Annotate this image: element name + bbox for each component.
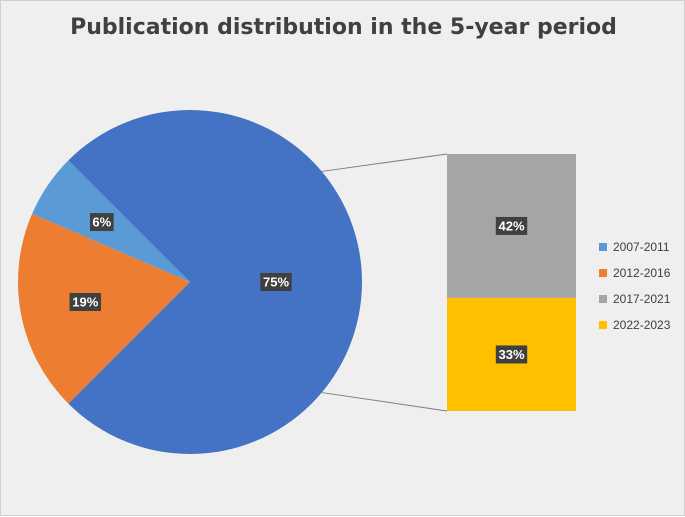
data-label-2012-2016: 19% [69, 292, 101, 311]
legend-label: 2022-2023 [613, 318, 671, 332]
data-label-2017-2021: 42% [495, 216, 528, 235]
legend-label: 2012-2016 [613, 266, 671, 280]
legend-item-2007-2011: 2007-2011 [599, 234, 670, 260]
connector-line-top [321, 153, 448, 172]
data-label-2022-2023: 33% [495, 345, 528, 364]
data-label-box [495, 216, 528, 235]
pie-slice-2012-2016 [18, 213, 190, 404]
legend-label: 2017-2021 [613, 292, 671, 306]
data-label-text: 33% [498, 347, 524, 362]
data-label-box [90, 213, 114, 232]
data-label-text: 19% [72, 294, 98, 309]
data-label-text: 75% [263, 275, 289, 290]
legend-item-2022-2023: 2022-2023 [599, 312, 670, 338]
legend-label: 2007-2011 [613, 240, 670, 254]
data-label-2007-2011: 6% [90, 213, 114, 232]
data-label-box [69, 292, 101, 311]
legend-swatch [599, 321, 607, 329]
data-label-text: 6% [92, 215, 111, 230]
legend: 2007-2011 2012-2016 2017-2021 2022-2023 [599, 234, 670, 338]
data-label-text: 42% [498, 218, 524, 233]
legend-swatch [599, 243, 607, 251]
data-label-box [495, 345, 528, 364]
connector-line-bottom [321, 392, 448, 412]
pie-slice-other [68, 109, 363, 454]
legend-item-2012-2016: 2012-2016 [599, 260, 670, 286]
legend-item-2017-2021: 2017-2021 [599, 286, 670, 312]
data-label-box [260, 273, 292, 291]
chart-title: Publication distribution in the 5-year p… [70, 15, 617, 40]
legend-swatch [599, 295, 607, 303]
data-label-other: 75% [260, 273, 292, 291]
legend-swatch [599, 269, 607, 277]
